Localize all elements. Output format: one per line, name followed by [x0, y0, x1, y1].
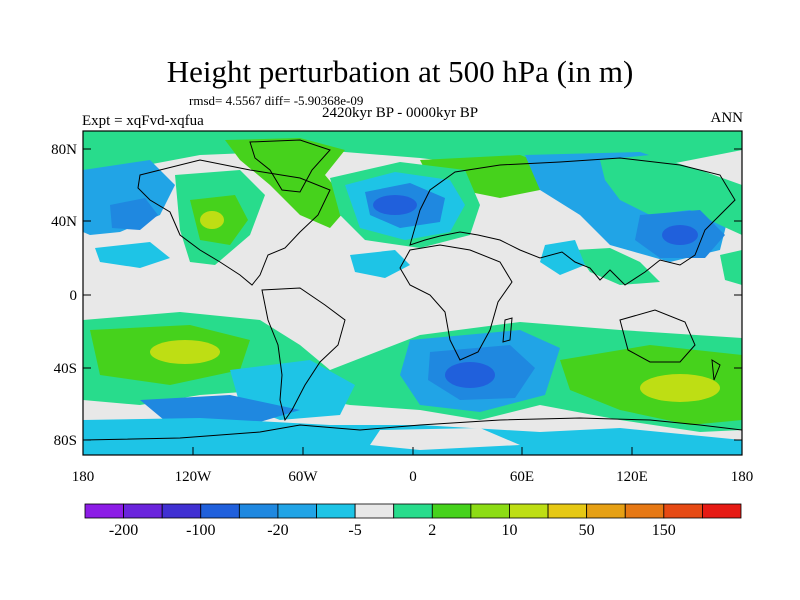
contour-aus-yellow — [640, 374, 720, 402]
lat-label: 80N — [51, 142, 77, 158]
colorbar-box — [316, 503, 356, 519]
colorbar-label: -100 — [186, 522, 215, 539]
period-text: 2420kyr BP - 0000kyr BP — [322, 105, 479, 121]
contour-spacific-yellow — [150, 340, 220, 364]
contour-namerica-cyan — [95, 242, 170, 268]
colorbar-box — [84, 503, 124, 519]
colorbar-label: -200 — [109, 522, 138, 539]
contour-greenland-green — [225, 138, 350, 228]
contour-nepacific-yellow — [200, 211, 224, 229]
coastline-south-america — [261, 287, 346, 422]
colorbar-label: 2 — [428, 522, 436, 539]
colorbar-box — [586, 503, 626, 519]
contour-antarctic-grey — [370, 428, 520, 450]
experiment-label: Expt = xqFvd-xqfua — [82, 113, 204, 129]
contour-sh-blue — [140, 395, 300, 425]
coastline-antarctica — [83, 417, 742, 441]
contour-indianocean-core — [445, 362, 495, 388]
lat-label: 80S — [54, 433, 77, 449]
colorbar-box — [393, 503, 433, 519]
lon-label: 60E — [510, 469, 534, 485]
colorbar-label: 150 — [652, 522, 676, 539]
colorbar-label: -5 — [348, 522, 361, 539]
coastline-new-zealand — [711, 359, 721, 381]
coastline-greenland — [249, 139, 331, 193]
colorbar — [84, 503, 742, 519]
contour-ne-pacific-mint — [720, 250, 742, 285]
lon-label: 120E — [616, 469, 648, 485]
height-perturbation-field — [83, 131, 742, 455]
colorbar-box — [624, 503, 665, 519]
colorbar-box — [123, 503, 163, 519]
colorbar-box — [470, 503, 510, 519]
stats-text: rmsd= 4.5567 diff= -5.90368e-09 — [189, 93, 364, 108]
colorbar-labels: -200 -100 -20 -5 2 10 50 150 — [109, 522, 676, 539]
contour-asia-core — [662, 225, 698, 245]
colorbar-box — [238, 503, 279, 519]
contour-natlantic-blob — [350, 250, 410, 278]
lat-label: 0 — [70, 288, 78, 304]
coastline-africa — [399, 244, 513, 361]
coastlines — [83, 139, 742, 441]
colorbar-box — [277, 503, 317, 519]
colorbar-box — [200, 503, 240, 519]
coastline-madagascar — [502, 317, 513, 343]
colorbar-label: 10 — [502, 522, 518, 539]
axis-ticks — [82, 148, 743, 455]
colorbar-box — [161, 503, 202, 519]
lat-label: 40S — [54, 361, 77, 377]
lon-label: 120W — [175, 469, 213, 485]
lon-label: 180 — [72, 469, 95, 485]
colorbar-box — [509, 503, 549, 519]
contour-seasia-cyan — [540, 240, 585, 275]
colorbar-box — [702, 503, 742, 519]
lon-label: 60W — [288, 469, 318, 485]
colorbar-label: -20 — [267, 522, 288, 539]
contour-asia-mint — [600, 155, 742, 235]
coastline-australia — [619, 309, 696, 363]
lat-label: 40N — [51, 214, 77, 230]
colorbar-box — [663, 503, 703, 519]
season-label: ANN — [710, 110, 744, 126]
coastline-north-america — [137, 159, 331, 286]
map-title: Height perturbation at 500 hPa (in m) — [166, 54, 634, 89]
colorbar-box — [354, 503, 395, 519]
colorbar-box — [547, 503, 588, 519]
lon-label: 0 — [409, 469, 417, 485]
coastline-eurasia — [409, 157, 736, 286]
colorbar-box — [431, 503, 472, 519]
lon-label: 180 — [731, 469, 754, 485]
contour-npacific-blue — [110, 198, 158, 230]
contour-atlantic-core — [373, 195, 417, 215]
colorbar-label: 50 — [579, 522, 595, 539]
